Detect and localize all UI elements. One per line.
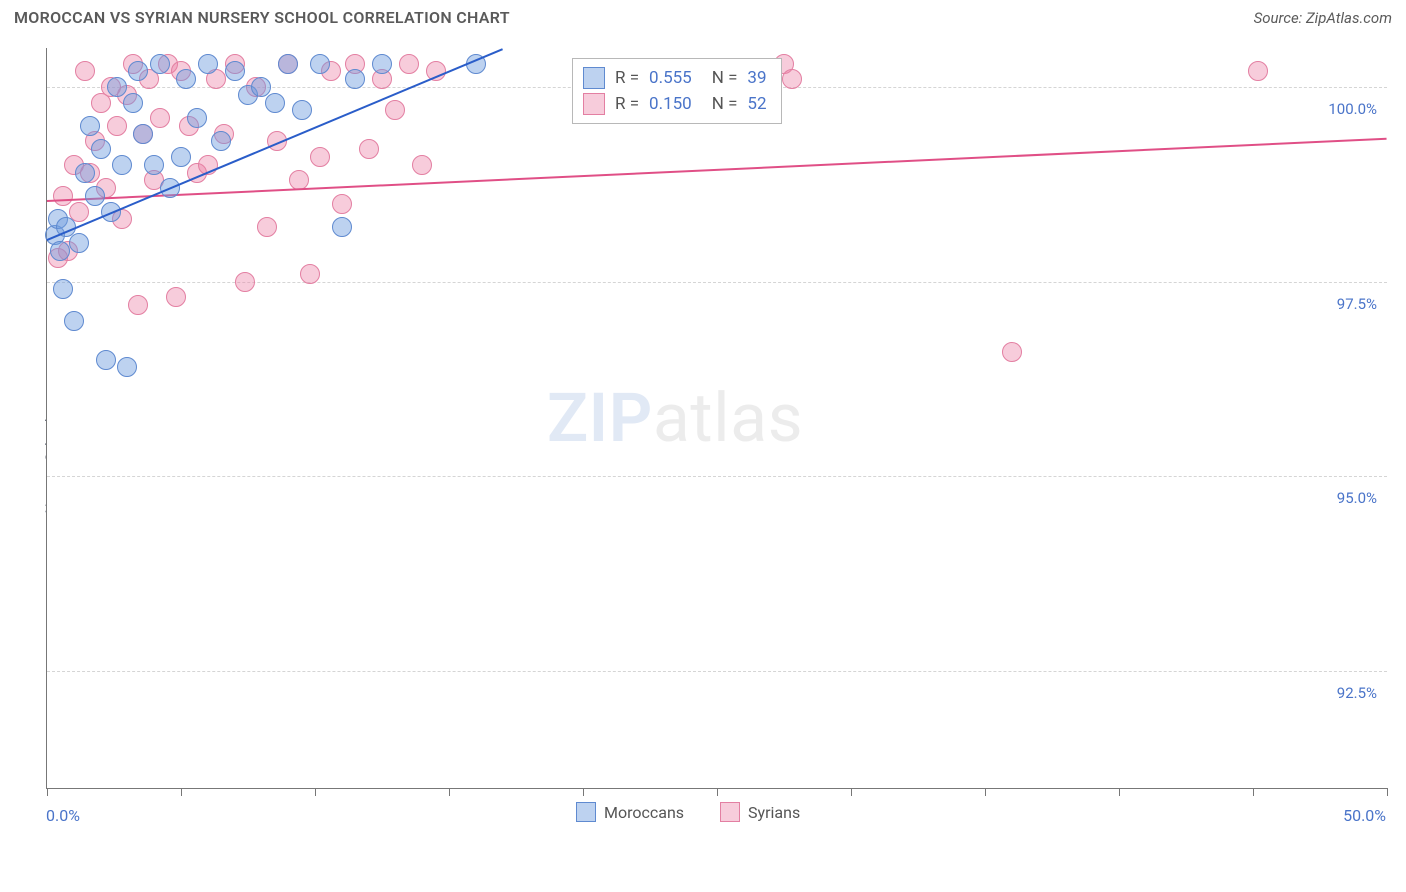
series-legend-item: Moroccans: [576, 802, 684, 822]
y-tick-label: 97.5%: [1337, 295, 1377, 313]
x-tick: [315, 788, 316, 796]
data-point: [150, 108, 170, 128]
gridline-h: [47, 476, 1387, 477]
data-point: [359, 139, 379, 159]
gridline-h: [47, 671, 1387, 672]
chart-area: Nursery School ZIPatlas 92.5%95.0%97.5%1…: [0, 40, 1406, 892]
data-point: [310, 147, 330, 167]
data-point: [117, 357, 137, 377]
data-point: [211, 131, 231, 151]
x-tick-label-max: 50.0%: [1343, 806, 1386, 825]
x-tick: [1253, 788, 1254, 796]
series-label: Moroccans: [604, 803, 684, 822]
legend-r-value: 0.150: [649, 94, 692, 114]
data-point: [75, 61, 95, 81]
data-point: [107, 77, 127, 97]
data-point: [257, 217, 277, 237]
data-point: [310, 54, 330, 74]
legend-swatch: [720, 802, 740, 822]
data-point: [225, 61, 245, 81]
data-point: [1248, 61, 1268, 81]
data-point: [345, 69, 365, 89]
data-point: [69, 233, 89, 253]
data-point: [123, 93, 143, 113]
data-point: [176, 69, 196, 89]
data-point: [107, 116, 127, 136]
data-point: [782, 69, 802, 89]
data-point: [235, 272, 255, 292]
data-point: [187, 108, 207, 128]
data-point: [1002, 342, 1022, 362]
legend-row: R = 0.150 N = 52: [583, 91, 767, 117]
trend-line: [47, 138, 1387, 203]
plot-area: ZIPatlas 92.5% 95.0% 97.5% 100.0% R = 0.555 N …: [46, 48, 1387, 789]
data-point: [64, 311, 84, 331]
correlation-legend: R = 0.555 N = 39 R = 0.150 N = 52: [572, 58, 782, 124]
data-point: [80, 116, 100, 136]
data-point: [265, 93, 285, 113]
data-point: [385, 100, 405, 120]
data-point: [278, 54, 298, 74]
data-point: [96, 350, 116, 370]
chart-source: Source: ZipAtlas.com: [1254, 9, 1392, 27]
data-point: [399, 54, 419, 74]
series-label: Syrians: [748, 803, 800, 822]
data-point: [412, 155, 432, 175]
watermark-light: atlas: [653, 378, 803, 458]
y-tick-label: 95.0%: [1337, 489, 1377, 507]
x-tick: [181, 788, 182, 796]
x-tick: [717, 788, 718, 796]
y-tick-label: 100.0%: [1328, 100, 1377, 118]
data-point: [292, 100, 312, 120]
data-point: [171, 147, 191, 167]
data-point: [128, 295, 148, 315]
data-point: [53, 279, 73, 299]
data-point: [50, 241, 70, 261]
x-tick-label-min: 0.0%: [46, 806, 80, 825]
data-point: [85, 186, 105, 206]
data-point: [166, 287, 186, 307]
data-point: [128, 61, 148, 81]
legend-n-label: N =: [712, 68, 738, 88]
legend-n-label: N =: [712, 94, 738, 114]
data-point: [300, 264, 320, 284]
data-point: [91, 139, 111, 159]
x-tick: [449, 788, 450, 796]
legend-r-value: 0.555: [649, 68, 692, 88]
data-point: [332, 194, 352, 214]
watermark: ZIPatlas: [547, 378, 803, 458]
legend-swatch: [576, 802, 596, 822]
legend-swatch: [583, 93, 605, 115]
chart-header: MOROCCAN VS SYRIAN NURSERY SCHOOL CORREL…: [0, 0, 1406, 33]
data-point: [144, 155, 164, 175]
series-legend-item: Syrians: [720, 802, 800, 822]
legend-row: R = 0.555 N = 39: [583, 65, 767, 91]
series-legend: Moroccans Syrians: [576, 802, 800, 822]
data-point: [150, 54, 170, 74]
x-tick: [851, 788, 852, 796]
legend-r-label: R =: [615, 68, 639, 88]
x-tick: [583, 788, 584, 796]
data-point: [332, 217, 352, 237]
chart-title: MOROCCAN VS SYRIAN NURSERY SCHOOL CORREL…: [14, 8, 510, 27]
data-point: [133, 124, 153, 144]
legend-n-value: 39: [747, 68, 766, 88]
x-tick: [47, 788, 48, 796]
data-point: [75, 163, 95, 183]
y-tick-label: 92.5%: [1337, 684, 1377, 702]
legend-swatch: [583, 67, 605, 89]
legend-r-label: R =: [615, 94, 639, 114]
legend-n-value: 52: [747, 94, 766, 114]
data-point: [53, 186, 73, 206]
data-point: [372, 54, 392, 74]
watermark-bold: ZIP: [547, 378, 653, 458]
x-tick: [985, 788, 986, 796]
data-point: [112, 155, 132, 175]
data-point: [198, 54, 218, 74]
x-tick: [1119, 788, 1120, 796]
x-tick: [1387, 788, 1388, 796]
